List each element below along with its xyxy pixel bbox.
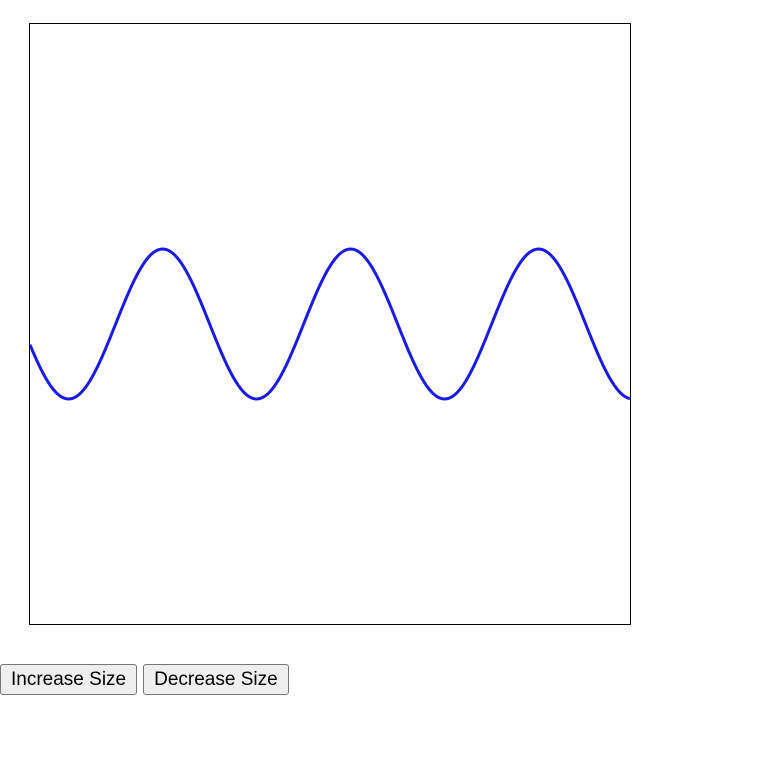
increase-size-button[interactable]: Increase Size (0, 664, 138, 695)
size-controls: Increase Size Decrease Size (0, 664, 289, 695)
decrease-size-button[interactable]: Decrease Size (143, 664, 289, 695)
sine-wave-line (30, 247, 630, 401)
sine-wave-plot (30, 247, 630, 401)
wave-canvas (29, 23, 631, 625)
